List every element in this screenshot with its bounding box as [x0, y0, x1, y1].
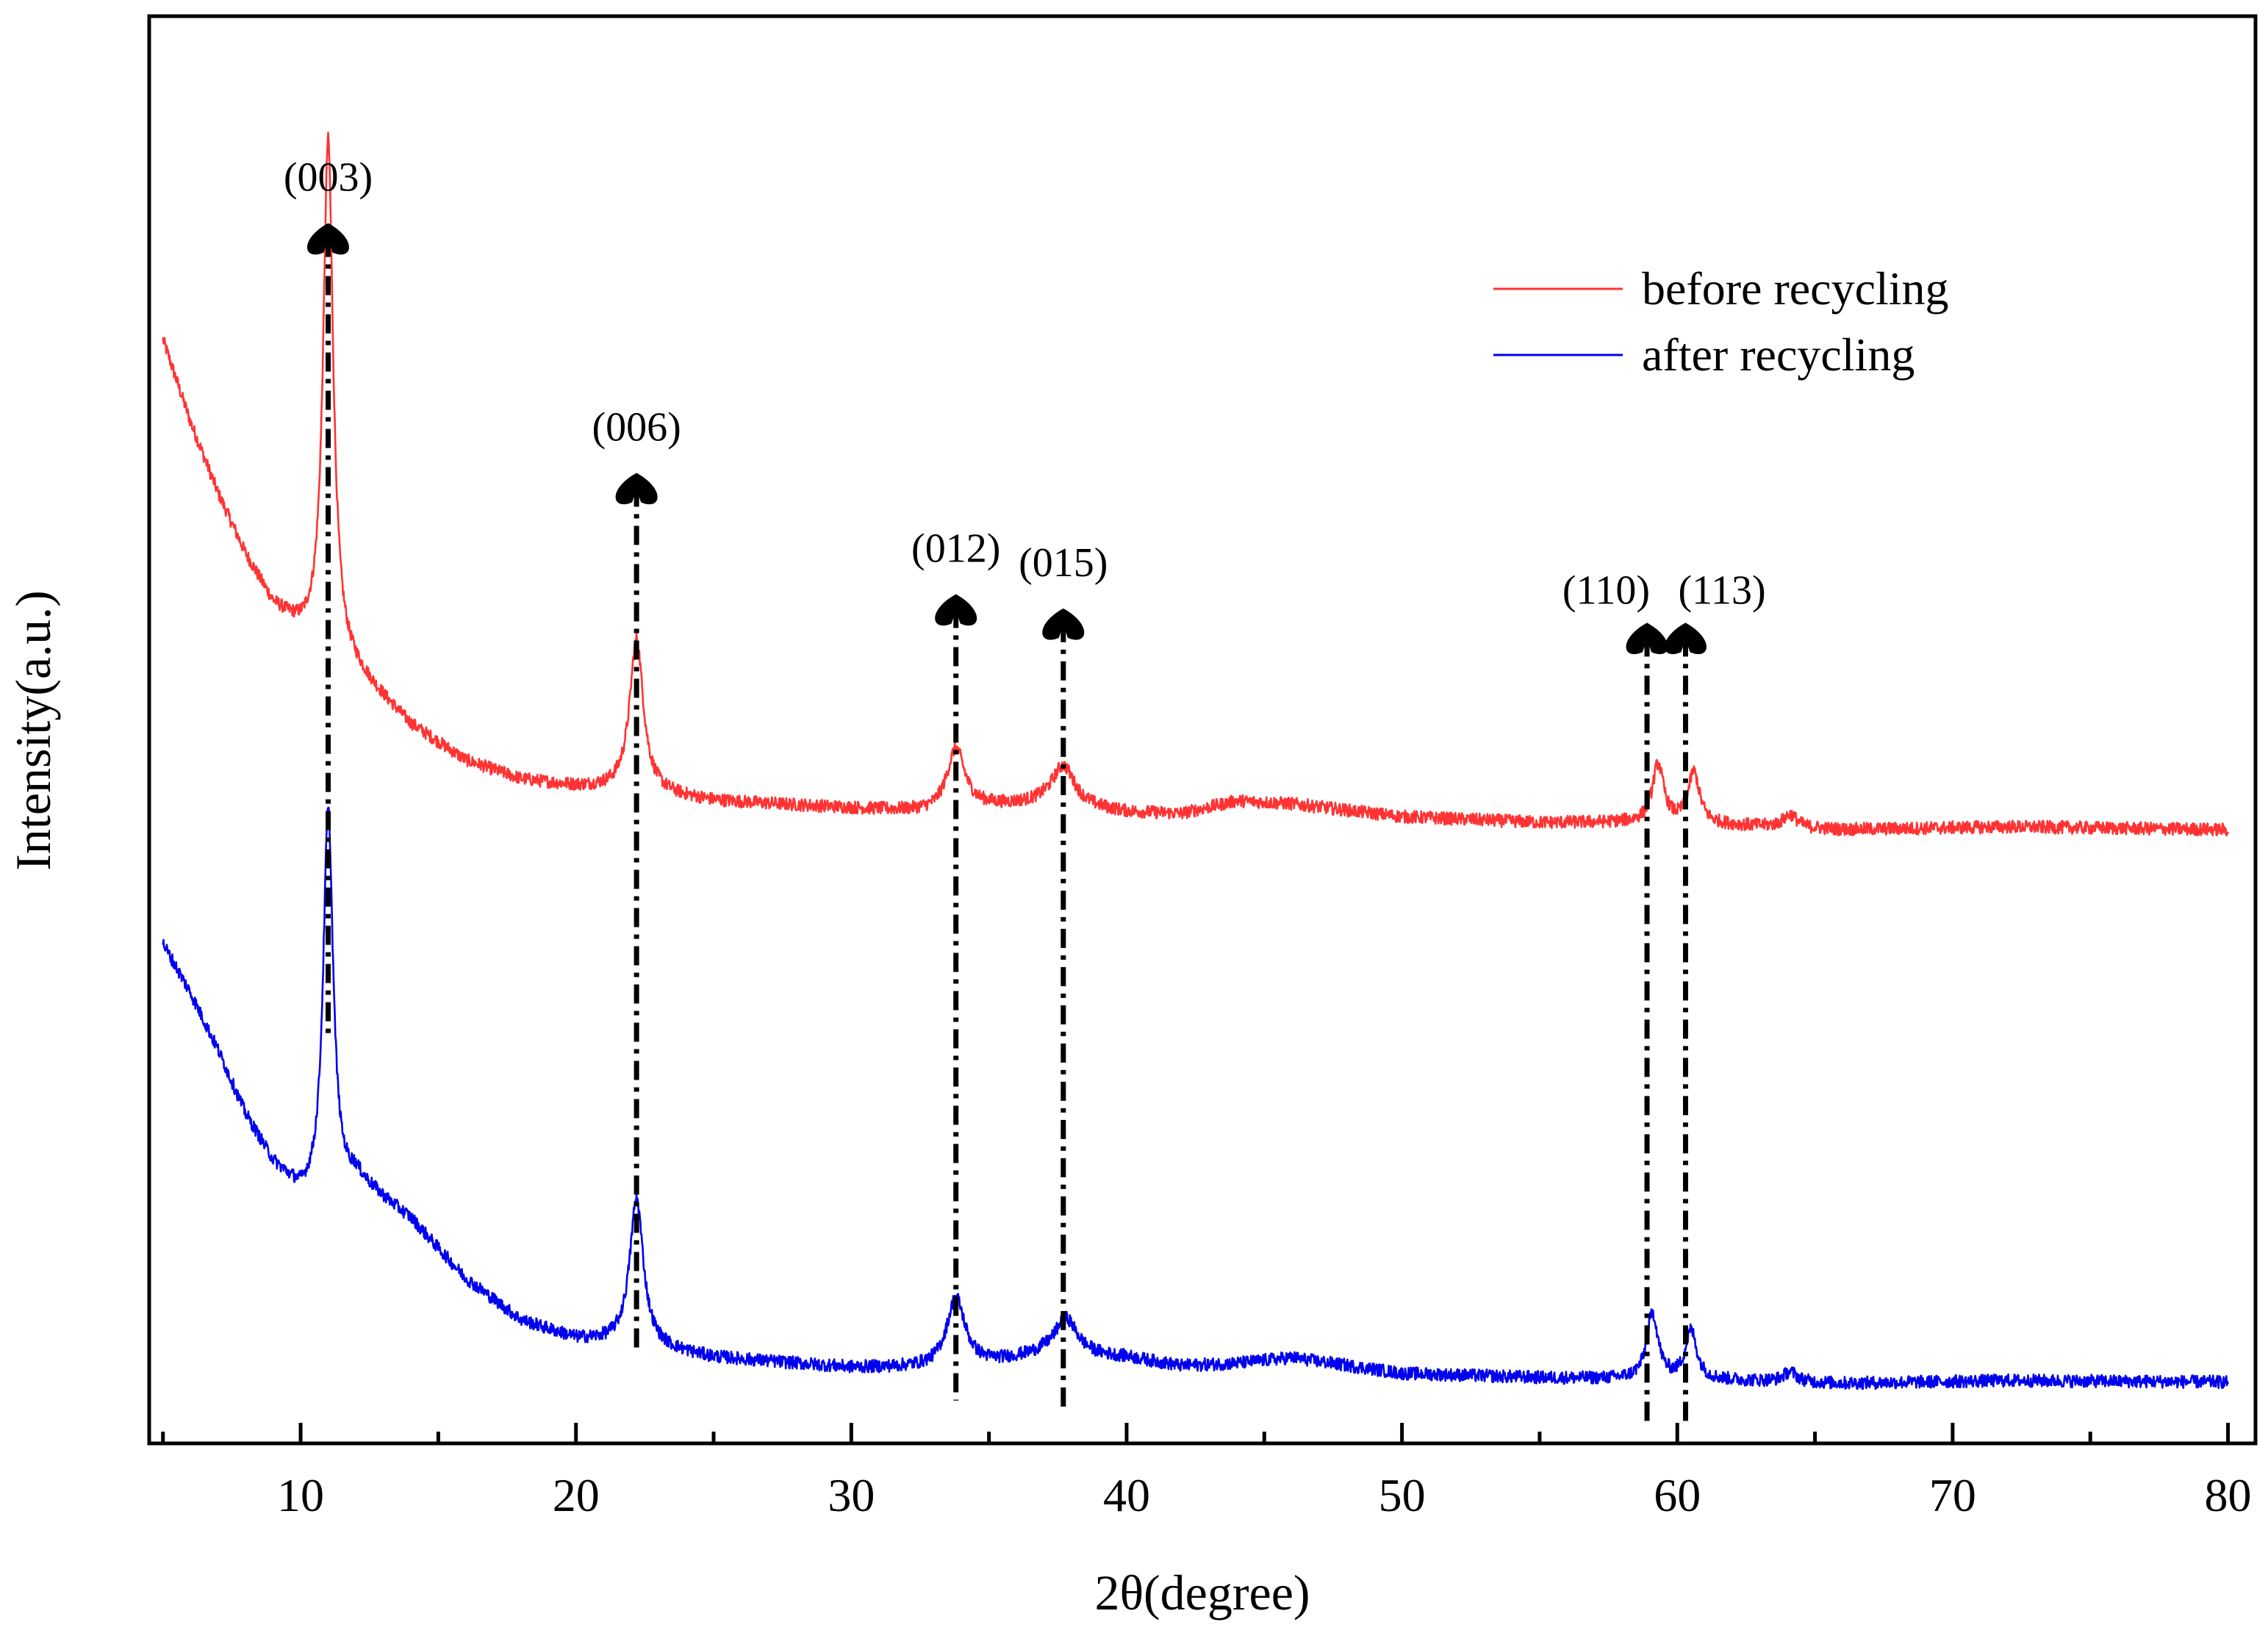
x-tick-label: 80: [2205, 1469, 2252, 1521]
x-axis-ticks: 10 20 30 40 50 60 70 80: [161, 1423, 2252, 1521]
peak-arrow-006: [615, 473, 658, 505]
peak-label-113: (113): [1678, 567, 1765, 613]
peak-annotations: (003) (006) (012) (015) (110) (113): [284, 155, 1766, 1422]
y-axis-title: Intensity(a.u.): [5, 590, 61, 870]
peak-label-003: (003): [284, 155, 373, 201]
x-tick-label: 70: [1929, 1469, 1976, 1521]
peak-arrow-113: [1664, 622, 1707, 655]
peak-arrow-015: [1042, 608, 1085, 640]
legend-label-after: after recycling: [1642, 329, 1914, 381]
x-tick-label: 20: [553, 1469, 600, 1521]
x-tick-label: 50: [1379, 1469, 1426, 1521]
peak-arrow-110: [1626, 622, 1668, 655]
peak-label-006: (006): [592, 404, 681, 450]
legend: before recycling after recycling: [1493, 262, 1949, 381]
x-axis-title: 2θ(degree): [1094, 1565, 1310, 1621]
peak-arrow-012: [935, 594, 977, 626]
x-tick-label: 30: [828, 1469, 875, 1521]
peak-arrow-003: [307, 223, 350, 255]
x-tick-label: 40: [1103, 1469, 1150, 1521]
plot-frame: [147, 14, 2258, 1446]
series-line-before-recycling: [162, 132, 2229, 837]
series-layer: [162, 132, 2229, 1390]
legend-label-before: before recycling: [1642, 262, 1949, 315]
peak-label-015: (015): [1019, 540, 1108, 586]
x-tick-label: 10: [277, 1469, 324, 1521]
peak-label-012: (012): [911, 526, 1000, 572]
x-tick-label: 60: [1654, 1469, 1701, 1521]
series-line-after-recycling: [162, 806, 2229, 1390]
peak-label-110: (110): [1562, 567, 1650, 613]
